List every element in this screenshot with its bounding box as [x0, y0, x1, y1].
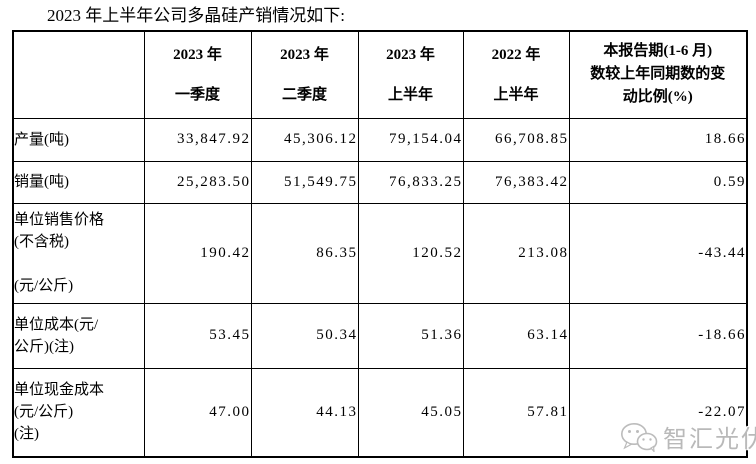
table-row-unit-cash-cost: 单位现金成本 (元/公斤) (注) 47.00 44.13 45.05 57.8… [12, 367, 748, 458]
cell-change: 0.59 [568, 160, 748, 204]
header-2023-h1: 2023 年 上半年 [357, 30, 464, 119]
cell-value: 44.13 [250, 367, 359, 458]
cell-value: 76,833.25 [357, 160, 464, 204]
cell-value: 45,306.12 [250, 117, 359, 162]
row-label: 单位成本(元/ 公斤)(注) [12, 302, 145, 369]
cell-value: 25,283.50 [143, 160, 252, 204]
cell-value: 57.81 [462, 367, 570, 458]
cell-value: 120.52 [357, 202, 464, 304]
header-2023-q1: 2023 年 一季度 [143, 30, 252, 119]
table-header-row: 2023 年 一季度 2023 年 二季度 2023 年 上半年 2022 年 … [12, 30, 748, 119]
header-2023-q2: 2023 年 二季度 [250, 30, 359, 119]
table-row-unit-cost: 单位成本(元/ 公斤)(注) 53.45 50.34 51.36 63.14 -… [12, 302, 748, 369]
cell-value: 213.08 [462, 202, 570, 304]
cell-value: 76,383.42 [462, 160, 570, 204]
cell-value: 86.35 [250, 202, 359, 304]
cell-value: 66,708.85 [462, 117, 570, 162]
table-row-output: 产量(吨) 33,847.92 45,306.12 79,154.04 66,7… [12, 117, 748, 162]
cell-value: 45.05 [357, 367, 464, 458]
row-label: 销量(吨) [12, 160, 145, 204]
header-2022-h1: 2022 年 上半年 [462, 30, 570, 119]
header-change-ratio: 本报告期(1-6 月) 数较上年同期数的变 动比例(%) [568, 30, 748, 119]
cell-change: -22.07 [568, 367, 748, 458]
cell-value: 63.14 [462, 302, 570, 369]
cell-change: -43.44 [568, 202, 748, 304]
cell-value: 51.36 [357, 302, 464, 369]
cell-change: 18.66 [568, 117, 748, 162]
table-row-unit-price: 单位销售价格 (不含税) (元/公斤) 190.42 86.35 120.52 … [12, 202, 748, 304]
cell-value: 190.42 [143, 202, 252, 304]
cell-value: 33,847.92 [143, 117, 252, 162]
document-title: 2023 年上半年公司多晶硅产销情况如下: [47, 6, 345, 25]
cell-value: 47.00 [143, 367, 252, 458]
cell-value: 50.34 [250, 302, 359, 369]
cell-value: 53.45 [143, 302, 252, 369]
table-row-sales: 销量(吨) 25,283.50 51,549.75 76,833.25 76,3… [12, 160, 748, 204]
row-label: 单位销售价格 (不含税) (元/公斤) [12, 202, 145, 304]
polysilicon-production-table: 2023 年 一季度 2023 年 二季度 2023 年 上半年 2022 年 … [12, 30, 748, 458]
row-label: 产量(吨) [12, 117, 145, 162]
header-empty-cell [12, 30, 145, 119]
cell-change: -18.66 [568, 302, 748, 369]
cell-value: 51,549.75 [250, 160, 359, 204]
row-label: 单位现金成本 (元/公斤) (注) [12, 367, 145, 458]
cell-value: 79,154.04 [357, 117, 464, 162]
